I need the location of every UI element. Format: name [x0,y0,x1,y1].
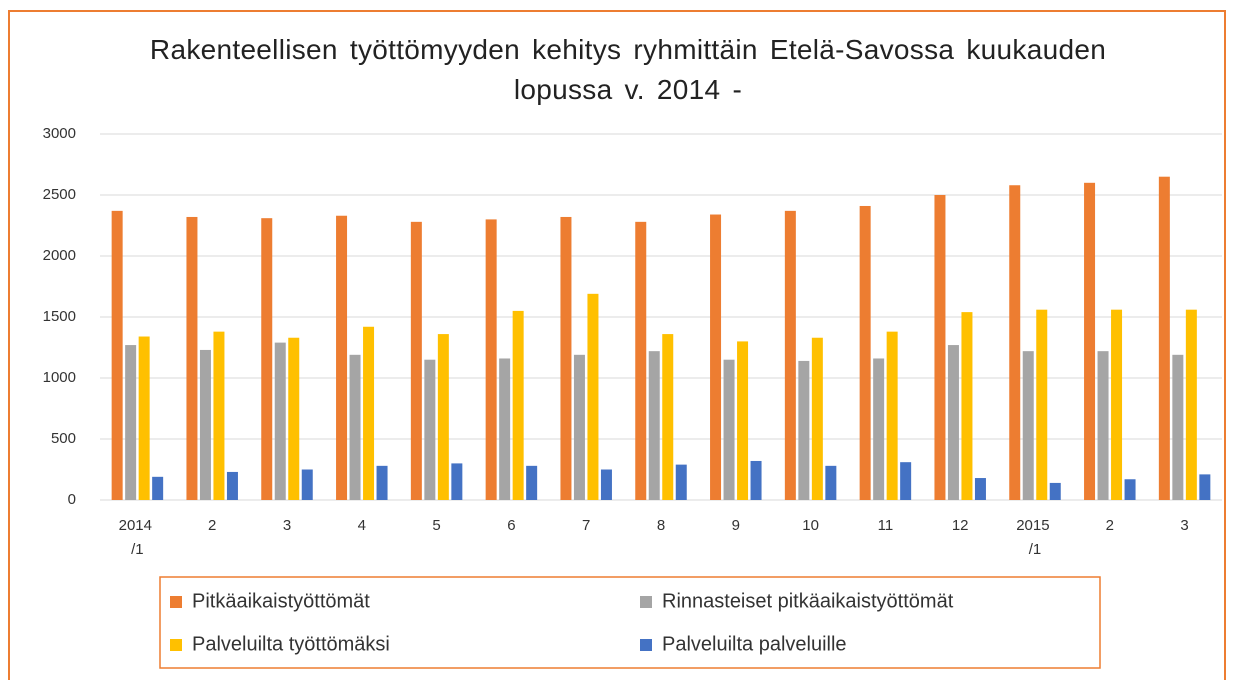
bar [301,469,313,500]
bar [662,334,674,500]
x-tick-label: 9 [732,517,740,534]
legend-swatch [170,639,182,651]
bar [186,216,198,500]
x-tick-label: 8 [657,517,665,534]
x-tick-label: 2 [208,517,216,534]
legend-swatch [640,596,652,608]
bar [974,478,986,500]
bar [451,463,463,500]
bar [1158,176,1170,500]
bar [336,215,348,501]
bar [125,345,137,500]
bar [485,219,497,500]
chart-frame [8,10,1226,680]
x-tick-label: 11 [878,517,894,534]
bar [560,216,572,500]
bar [1084,182,1096,501]
bar [1022,351,1034,500]
y-tick-label: 500 [51,430,76,447]
x-tick-label: 6 [507,517,515,534]
bar [226,471,238,500]
legend-label: Palveluilta työttömäksi [192,633,390,655]
y-tick-label: 2000 [43,247,76,264]
legend-swatch [170,596,182,608]
bar [152,476,164,500]
bar [635,221,647,500]
bar [750,460,762,500]
bar [825,465,837,500]
bar [961,312,973,500]
bar [784,210,796,501]
x-tick-label: 3 [283,517,291,534]
bar [934,195,946,500]
bar [1124,479,1136,500]
bar [363,326,375,500]
bar [437,334,449,500]
bar [499,358,511,500]
bar [675,464,687,500]
bar [138,336,150,500]
bar [811,337,823,500]
bar [723,359,735,500]
bar [1172,354,1184,500]
y-tick-label: 1000 [43,369,76,386]
bar [274,342,286,500]
bar [947,345,959,500]
bar [873,358,885,500]
bar [1097,351,1109,500]
bar [573,354,585,500]
legend-swatch [640,639,652,651]
bar [1036,309,1048,500]
bar [213,331,225,500]
bar [798,360,810,500]
x-tick-label: 10 [802,517,819,534]
legend-label: Rinnasteiset pitkäaikaistyöttömät [662,590,954,612]
y-tick-label: 0 [68,491,76,508]
bar [1111,309,1123,500]
bar [111,210,123,501]
y-tick-label: 1500 [43,308,76,325]
x-tick-label: 4 [358,517,366,534]
x-tick-label: 5 [432,517,440,534]
bar [900,462,912,500]
legend-box [159,576,1101,669]
x-tick-label: 3 [1180,517,1188,534]
x-tick-label: 12 [952,517,969,534]
chart-title: Rakenteellisen työttömyyden kehitys ryhm… [149,34,1107,105]
bar [349,354,361,500]
bar [710,214,722,500]
bar [648,351,660,500]
legend-label: Palveluilta palveluille [662,633,847,655]
bar [1009,185,1021,501]
legend-label: Pitkäaikaistyöttömät [192,590,370,612]
bar [1049,482,1061,500]
bar [886,331,898,500]
bar [587,293,599,500]
bar [376,465,388,500]
bar [512,310,524,500]
bar [1185,309,1197,500]
x-tick-label: 2 [1106,517,1114,534]
bar [410,221,422,500]
x-tick-label: 7 [582,517,590,534]
bar [424,359,436,500]
bar [526,465,538,500]
bar [288,337,300,500]
x-tick-label: 2015 /1 [1016,517,1054,558]
x-tick-label: 2014 /1 [119,517,157,558]
y-tick-label: 3000 [43,125,76,142]
bar [261,218,273,500]
bar [199,349,211,500]
bar [1199,474,1211,500]
y-tick-label: 2500 [43,186,76,203]
bar [859,205,871,501]
bar [737,341,749,500]
bar [600,469,612,500]
